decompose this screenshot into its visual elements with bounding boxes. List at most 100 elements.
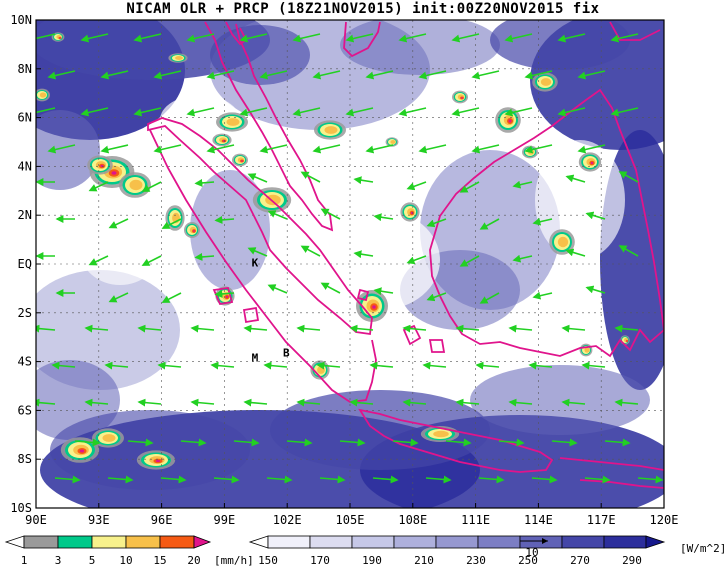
wind-arrow <box>300 171 321 183</box>
wind-arrow <box>190 324 215 333</box>
wind-arrow <box>455 324 480 333</box>
wind-arrow <box>206 144 235 154</box>
precip-cell-extreme <box>111 171 117 175</box>
wind-arrow <box>353 176 374 185</box>
precip-cell-heavier <box>557 236 569 248</box>
wind-arrow <box>392 438 419 447</box>
olr-legend-label: 210 <box>414 554 434 567</box>
wind-arrow <box>36 107 56 117</box>
wind-arrow <box>80 107 109 117</box>
wind-arrow <box>47 144 76 154</box>
wind-arrow <box>532 291 553 300</box>
precip-cell-heavier <box>324 126 338 134</box>
wind-arrow <box>161 292 182 303</box>
wind-arrow <box>36 324 56 333</box>
wind-arrow <box>141 255 162 266</box>
wind-arrow <box>80 33 109 43</box>
wind-arrow <box>104 361 129 370</box>
wind-arrow <box>353 250 374 259</box>
precip-cell-extreme <box>508 119 512 123</box>
wind-arrow <box>471 144 500 154</box>
lon-tick-label: 105E <box>336 513 365 527</box>
olr-legend-unit: [W/m^2] <box>680 542 726 555</box>
olr-legend-swatch <box>351 535 395 549</box>
wind-arrow <box>498 438 525 447</box>
wind-arrow <box>610 33 639 43</box>
wind-arrow <box>292 33 321 43</box>
wind-arrow <box>267 284 288 294</box>
coastline-belitung <box>428 339 446 353</box>
wind-arrow <box>528 361 553 370</box>
wind-arrow <box>459 255 480 267</box>
wind-arrow <box>508 398 533 407</box>
wind-arrow <box>418 70 447 80</box>
wind-arrow <box>365 70 394 80</box>
olr-legend-label: 270 <box>570 554 590 567</box>
wind-arrow <box>300 245 321 257</box>
wind-arrow <box>320 208 341 220</box>
wind-arrow <box>402 324 427 333</box>
coastline-java <box>358 408 554 473</box>
wind-arrow <box>194 252 215 261</box>
wind-arrow <box>551 438 578 447</box>
precip-legend-swatch <box>23 535 59 549</box>
wind-arrow <box>186 107 215 117</box>
wind-arrow <box>259 70 288 80</box>
wind-arrow <box>243 324 268 333</box>
wind-arrow <box>406 255 427 265</box>
wind-arrow <box>186 33 215 43</box>
precip-legend-unit: [mm/h] <box>214 554 254 567</box>
wind-arrow <box>292 107 321 117</box>
olr-legend-label: 290 <box>622 554 642 567</box>
precip-legend-swatch <box>159 535 195 549</box>
lon-tick-label: 114E <box>524 513 553 527</box>
lat-tick-label: 8S <box>18 452 32 466</box>
wind-arrow <box>451 33 480 43</box>
wind-arrow <box>637 475 664 484</box>
precip-cell-heavier <box>584 347 590 353</box>
precip-legend-label: 15 <box>153 554 166 567</box>
wind-arrow <box>263 361 288 370</box>
wind-arrow <box>445 438 472 447</box>
lon-tick-label: 108E <box>398 513 427 527</box>
longitude-tick-labels: 90E 93E 96E 99E 102E 105E 108E 111E 114E 117E 120E <box>25 503 678 527</box>
lon-tick-label: 90E <box>25 513 47 527</box>
wind-arrow <box>585 211 606 220</box>
wind-arrow <box>455 398 480 407</box>
lat-tick-label: 10S <box>10 501 32 515</box>
wind-arrow <box>365 144 394 154</box>
wind-arrow <box>459 181 480 193</box>
vector-reference-arrowhead <box>542 538 548 544</box>
wind-arrow <box>565 174 586 183</box>
wind-arrow <box>614 398 639 407</box>
wind-arrow <box>161 218 182 229</box>
wind-arrow <box>108 292 129 303</box>
wind-arrow <box>508 324 533 333</box>
latitude-tick-labels: 10N 8N 6N 4N 2N EQ 2S 4S 6S 8S 10S <box>10 13 41 515</box>
precip-cell-heavier <box>129 179 143 191</box>
wind-arrow <box>100 144 129 154</box>
lat-lon-grid <box>36 20 664 508</box>
wind-arrow <box>584 475 611 484</box>
wind-arrow <box>610 107 639 117</box>
wind-arrow <box>153 144 182 154</box>
wind-arrow <box>345 33 374 43</box>
olr-legend-label: 150 <box>258 554 278 567</box>
lon-tick-label: 117E <box>587 513 616 527</box>
wind-arrow <box>190 398 215 407</box>
place-labels: K M B <box>252 256 290 364</box>
wind-arrow <box>296 398 321 407</box>
wind-arrow <box>137 324 162 333</box>
precip-cell-heavier <box>102 434 116 442</box>
coastline-borneo <box>429 88 664 358</box>
wind-arrow <box>373 213 394 222</box>
wind-arrow <box>153 70 182 80</box>
wind-arrow <box>74 438 101 447</box>
wind-arrow <box>369 361 394 370</box>
wind-arrow <box>565 248 586 257</box>
wind-arrow <box>345 107 374 117</box>
wind-arrow <box>557 107 586 117</box>
lat-tick-label: 4N <box>18 159 32 173</box>
olr-legend-swatch <box>603 535 647 549</box>
